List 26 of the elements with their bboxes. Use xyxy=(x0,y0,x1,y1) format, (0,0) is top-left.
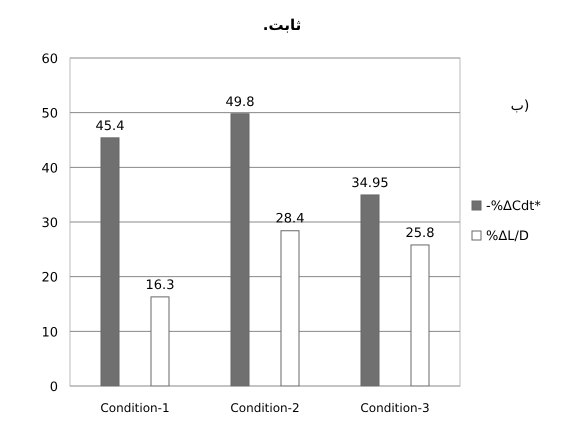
x-tick-label: Condition-1 xyxy=(100,401,170,415)
bar xyxy=(230,113,250,386)
data-label: 16.3 xyxy=(146,278,174,293)
y-tick-label: 10 xyxy=(41,325,58,340)
bar xyxy=(150,296,170,386)
y-tick-label: 40 xyxy=(41,161,58,176)
y-tick-label: 50 xyxy=(41,106,58,122)
data-label: 34.95 xyxy=(351,176,389,191)
x-tick-label: Condition-2 xyxy=(230,401,300,415)
bar xyxy=(410,244,430,386)
legend-label: -%ΔCdt* xyxy=(486,199,542,214)
text: ب) xyxy=(510,98,530,114)
bar xyxy=(360,194,380,386)
x-tick-label: Condition-3 xyxy=(360,401,430,415)
data-label: 25.8 xyxy=(406,226,434,241)
data-label: 49.8 xyxy=(226,94,254,110)
y-tick-label: 60 xyxy=(41,52,58,67)
data-label: 45.4 xyxy=(96,118,124,134)
legend-label: %ΔL/D xyxy=(486,229,529,244)
bar xyxy=(100,137,120,386)
chart-title: ثابت. xyxy=(262,16,302,34)
data-label: 28.4 xyxy=(276,212,304,227)
y-tick-label: 30 xyxy=(41,216,58,231)
bar xyxy=(280,230,300,386)
y-tick-label: 0 xyxy=(50,380,58,395)
y-tick-label: 20 xyxy=(41,270,58,286)
